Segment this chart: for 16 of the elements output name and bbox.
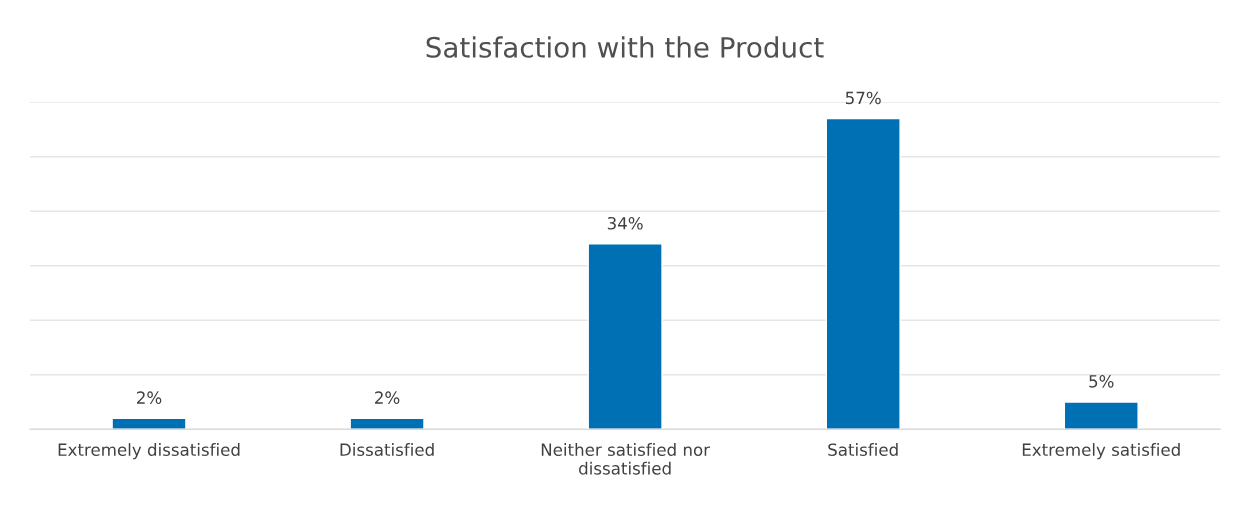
x-tick-label: Dissatisfied <box>340 443 434 456</box>
chart-title: Satisfaction with the Product <box>426 36 824 58</box>
bar <box>1063 401 1139 430</box>
x-tick-label: Satisfied <box>828 443 898 456</box>
data-label: 2% <box>375 391 400 404</box>
data-label: 5% <box>1089 375 1114 388</box>
data-label: 57% <box>845 91 881 105</box>
x-tick-label: Extremely dissatisfied <box>58 443 240 460</box>
bar <box>349 417 425 430</box>
x-tick-label: Extremely satisfied <box>1022 443 1180 460</box>
data-label: 2% <box>137 391 162 404</box>
x-tick-label: Neither satisfied nor dissatisfied <box>541 443 711 475</box>
bar <box>825 117 901 430</box>
bar <box>111 417 187 430</box>
data-label: 34% <box>607 216 643 230</box>
bar <box>587 243 663 430</box>
